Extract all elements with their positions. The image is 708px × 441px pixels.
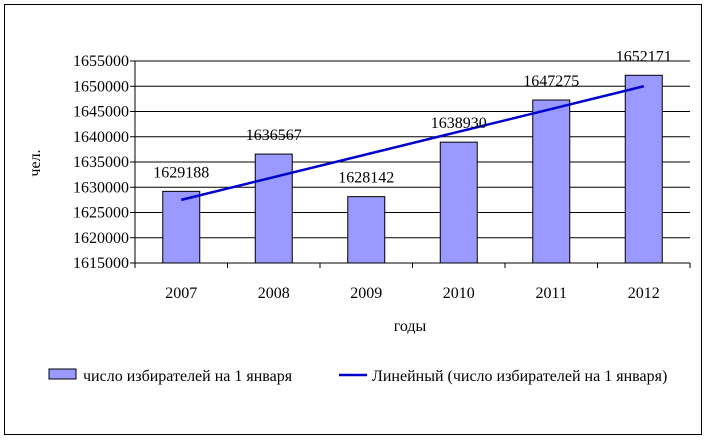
x-tick-label: 2012 [628, 285, 660, 302]
bar-2008 [254, 153, 293, 264]
y-tick-label: 1615000 [73, 255, 129, 272]
y-tick-label: 1625000 [73, 205, 129, 222]
y-axis-title: чел. [27, 149, 44, 176]
grid-lines [130, 60, 691, 268]
data-label-2008: 1636567 [246, 127, 302, 144]
legend-bar-label: число избирателей на 1 января [83, 368, 293, 385]
y-tick-label: 1640000 [73, 129, 129, 146]
legend-bar-swatch [48, 368, 77, 380]
trend-line [180, 85, 645, 202]
data-label-2011: 1647275 [523, 73, 579, 90]
y-tick-label: 1620000 [73, 230, 129, 247]
x-tick-label: 2008 [258, 285, 290, 302]
bar-2010 [439, 141, 478, 264]
data-label-2012: 1652171 [616, 48, 672, 65]
x-axis-title: годы [394, 318, 427, 335]
y-tick-label: 1630000 [73, 179, 129, 196]
data-label-2010: 1638930 [431, 115, 487, 132]
trend-line-series [180, 85, 645, 202]
x-tick-label: 2007 [165, 285, 197, 302]
y-tick-labels: 1615000 1620000 1625000 1630000 1635000 16400… [73, 53, 129, 272]
data-label-2007: 1629188 [153, 164, 209, 181]
x-tick-label: 2010 [443, 285, 475, 302]
legend-trend-label: Линейный (число избирателей на 1 января) [372, 368, 667, 385]
bar-2012 [624, 74, 663, 264]
bar-series [162, 74, 663, 264]
x-tick-label: 2009 [350, 285, 382, 302]
y-tick-label: 1655000 [73, 53, 129, 70]
y-tick-label: 1645000 [73, 104, 129, 121]
y-tick-label: 1650000 [73, 78, 129, 95]
x-tick-label: 2011 [536, 285, 567, 302]
bar-2009 [347, 196, 386, 264]
data-labels: 1629188 1636567 1628142 1638930 1647275 16521… [153, 48, 672, 186]
x-tick-labels: 2007 2008 2009 2010 2011 2012 [165, 285, 660, 302]
bar-2007 [162, 190, 201, 264]
y-tick-label: 1635000 [73, 154, 129, 171]
data-label-2009: 1628142 [338, 170, 394, 187]
legend: число избирателей на 1 января Линейный (… [48, 368, 667, 385]
bar-2011 [532, 99, 571, 264]
axes [134, 61, 690, 264]
